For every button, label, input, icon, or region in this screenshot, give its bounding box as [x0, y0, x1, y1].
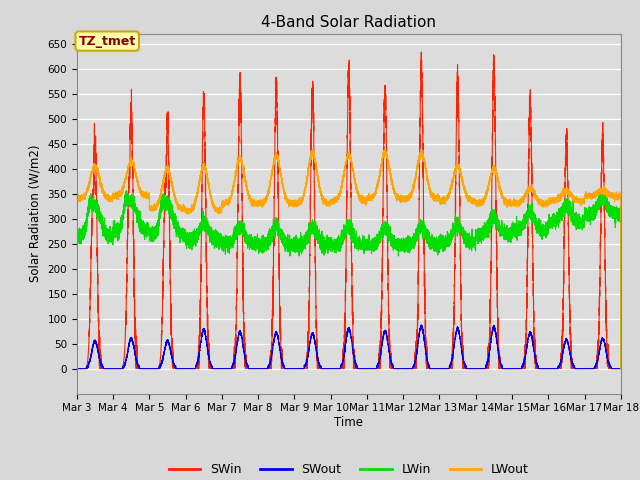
Text: TZ_tmet: TZ_tmet	[79, 35, 136, 48]
SWout	[459, 355, 467, 361]
SWin	[617, 366, 625, 372]
LWin	[413, 231, 420, 237]
SWin	[96, 334, 104, 340]
LWin	[598, 187, 605, 193]
LWout	[617, 366, 625, 372]
LWin	[73, 229, 81, 235]
LWout	[177, 205, 185, 211]
LWout	[459, 180, 467, 186]
SWout	[554, 365, 562, 371]
Line: LWin: LWin	[77, 190, 621, 369]
SWin	[177, 366, 185, 372]
LWin	[459, 232, 467, 238]
LWin	[96, 215, 104, 220]
LWout	[96, 179, 104, 185]
SWin	[417, 49, 425, 55]
SWout	[617, 366, 625, 372]
LWin	[617, 366, 625, 372]
LWout	[73, 192, 81, 198]
Y-axis label: Solar Radiation (W/m2): Solar Radiation (W/m2)	[29, 145, 42, 282]
SWout	[492, 334, 500, 339]
SWout	[73, 366, 81, 372]
Title: 4-Band Solar Radiation: 4-Band Solar Radiation	[261, 15, 436, 30]
LWin	[177, 229, 185, 235]
Line: SWout: SWout	[77, 325, 621, 369]
SWout	[177, 366, 185, 372]
LWout	[308, 147, 316, 153]
SWin	[492, 227, 500, 232]
SWout	[418, 322, 426, 328]
Line: LWout: LWout	[77, 150, 621, 369]
SWin	[413, 352, 420, 358]
SWout	[413, 350, 420, 356]
X-axis label: Time: Time	[334, 416, 364, 429]
SWin	[459, 361, 467, 367]
LWout	[554, 194, 562, 200]
Line: SWin: SWin	[77, 52, 621, 369]
SWout	[96, 358, 104, 363]
LWin	[554, 217, 562, 223]
SWin	[73, 366, 81, 372]
LWin	[492, 216, 500, 222]
SWin	[554, 366, 562, 372]
LWout	[492, 170, 500, 176]
LWout	[413, 168, 420, 174]
Legend: SWin, SWout, LWin, LWout: SWin, SWout, LWin, LWout	[164, 458, 534, 480]
